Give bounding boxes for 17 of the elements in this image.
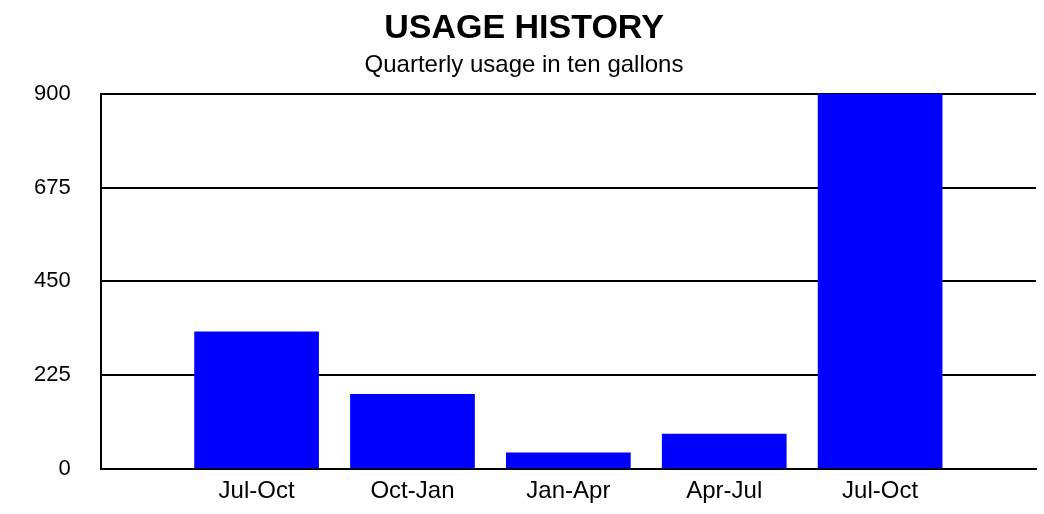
bar [817,93,943,469]
y-tick-label: 450 [33,267,71,293]
x-tick-label: Jul-Oct [218,476,295,504]
chart-title: USAGE HISTORY [384,6,665,45]
y-tick-label: 900 [33,79,71,105]
x-tick-label: Apr-Jul [686,476,763,504]
bar [194,331,319,469]
bar [350,394,475,469]
x-tick-label: Oct-Jan [370,476,455,504]
bar [506,452,631,469]
x-tick-label: Jul-Oct [842,476,919,504]
y-tick-label: 0 [58,455,71,481]
y-tick-label: 225 [33,361,71,387]
bar [661,433,787,469]
y-tick-label: 675 [33,173,71,199]
x-tick-label: Jan-Apr [526,476,611,504]
chart-subtitle: Quarterly usage in ten gallons [364,49,684,77]
